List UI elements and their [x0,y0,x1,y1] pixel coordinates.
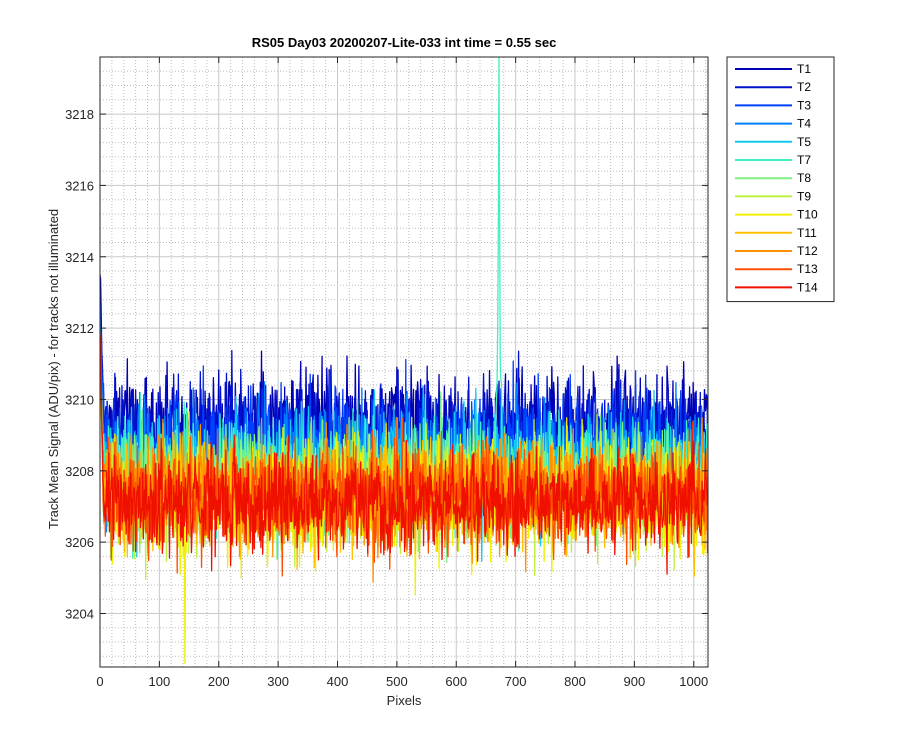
y-tick-label: 3210 [65,392,94,407]
y-tick-label: 3214 [65,250,94,265]
y-tick-label: 3216 [65,178,94,193]
x-tick-label: 800 [564,674,586,689]
x-tick-label: 600 [445,674,467,689]
x-tick-label: 700 [505,674,527,689]
legend-label-T7: T7 [797,153,811,167]
x-tick-label: 200 [208,674,230,689]
y-tick-labels: 3204 3206 3208 3210 3212 3214 3216 3218 [65,107,94,621]
legend-label-T11: T11 [797,226,817,240]
y-tick-label: 3206 [65,535,94,550]
x-tick-label: 500 [386,674,408,689]
legend-label-T1: T1 [797,62,811,76]
chart-title: RS05 Day03 20200207-Lite-033 int time = … [252,35,557,50]
y-tick-label: 3208 [65,464,94,479]
y-axis-label: Track Mean Signal (ADU/pix) - for tracks… [46,209,61,529]
x-axis-label: Pixels [387,693,422,708]
series-line-T14 [100,331,708,575]
legend-label-T10: T10 [797,208,818,222]
legend: T1 T2 T3 T4 T5 T7 T8 T9 T10 T11 T12 T13 T14 [726,56,835,303]
legend-label-T3: T3 [797,98,811,112]
y-tick-label: 3212 [65,321,94,336]
legend-label-T13: T13 [797,262,818,276]
x-tick-label: 400 [327,674,349,689]
legend-label-T2: T2 [797,80,811,94]
plot-frame [99,56,709,668]
legend-box [726,56,835,303]
legend-label-T9: T9 [797,189,811,203]
legend-label-T12: T12 [797,244,818,258]
x-tick-labels: 0 100 200 300 400 500 600 700 800 900 1000 [96,674,708,689]
plot-area [99,56,709,668]
legend-label-T4: T4 [797,117,811,131]
series-layer [100,57,708,665]
legend-label-T5: T5 [797,135,811,149]
y-tick-label: 3204 [65,606,94,621]
x-tick-label: 1000 [679,674,708,689]
legend-label-T8: T8 [797,171,811,185]
x-tick-label: 100 [149,674,171,689]
legend-label-T14: T14 [797,280,818,294]
axis-ticks [99,57,708,667]
x-tick-label: 900 [624,674,646,689]
legend-items: T1 T2 T3 T4 T5 T7 T8 T9 T10 T11 T12 T13 T14 [735,62,818,294]
x-tick-label: 0 [96,674,103,689]
x-tick-label: 300 [267,674,289,689]
y-tick-label: 3218 [65,107,94,122]
